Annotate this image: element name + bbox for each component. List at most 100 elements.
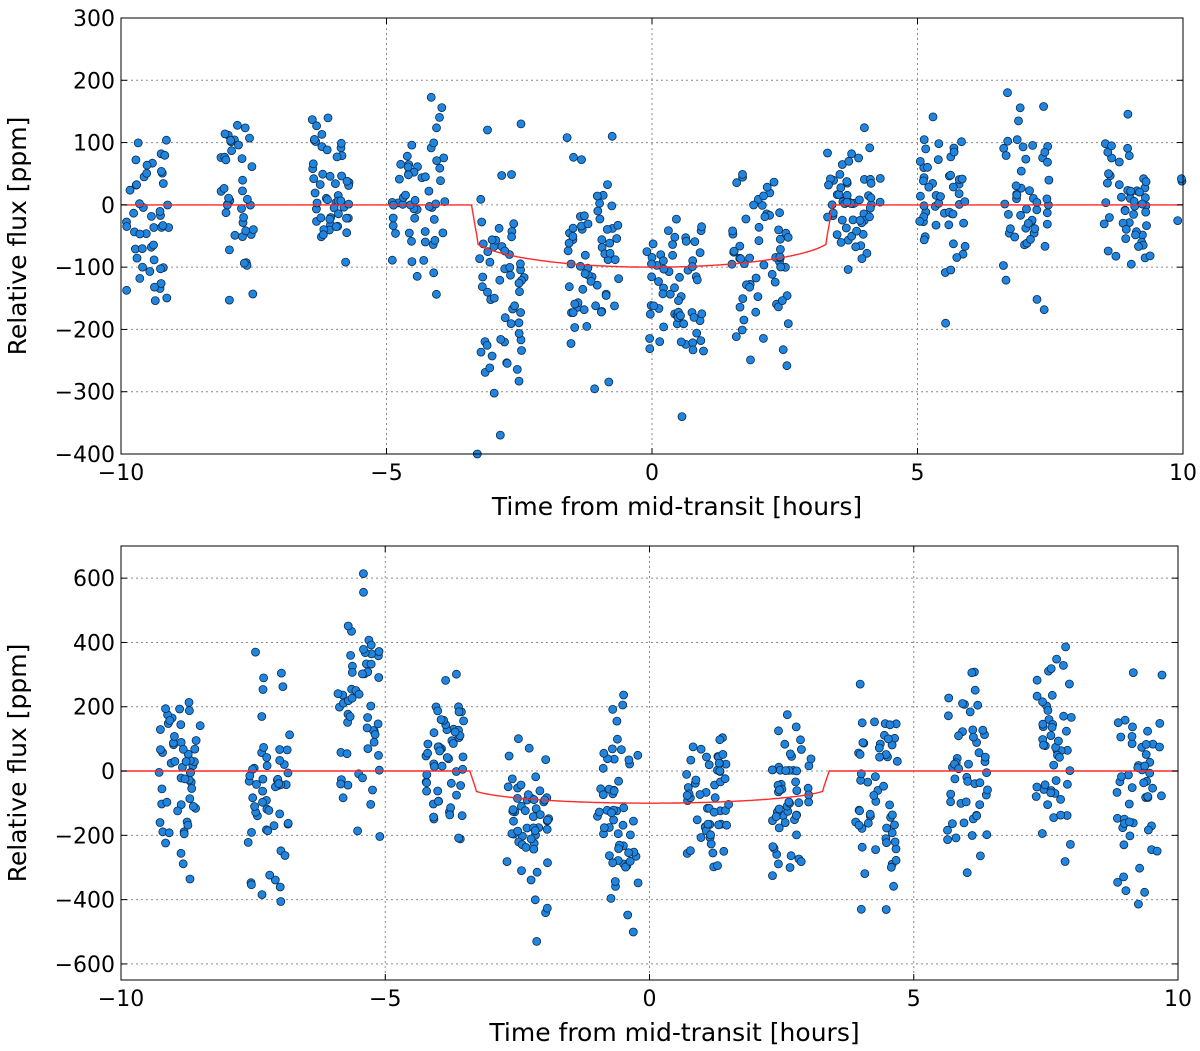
data-point — [623, 910, 633, 920]
data-point — [514, 734, 523, 744]
data-point — [342, 749, 352, 759]
data-point — [610, 877, 620, 886]
data-point — [702, 752, 711, 762]
data-point — [517, 346, 526, 355]
data-point — [851, 242, 861, 252]
data-point — [487, 351, 497, 361]
data-point — [359, 645, 368, 654]
data-point — [1046, 788, 1056, 798]
data-point — [579, 305, 589, 315]
data-point — [729, 246, 739, 256]
data-point — [1022, 204, 1031, 214]
data-point — [590, 384, 599, 394]
data-point — [892, 756, 902, 766]
data-point — [708, 848, 718, 858]
data-point — [759, 333, 768, 343]
data-point — [357, 669, 367, 679]
data-point — [568, 308, 578, 318]
data-point — [429, 138, 439, 148]
data-point — [675, 272, 684, 282]
data-point — [676, 337, 686, 347]
data-point — [855, 195, 864, 205]
data-point — [860, 869, 870, 878]
data-point — [347, 693, 357, 703]
data-point — [852, 226, 861, 236]
data-point — [964, 759, 973, 769]
data-point — [1052, 654, 1061, 664]
data-point — [1006, 224, 1015, 234]
data-point — [776, 244, 785, 254]
data-point — [696, 744, 706, 754]
data-point — [954, 731, 963, 741]
data-point — [1039, 305, 1049, 315]
data-point — [749, 200, 758, 210]
data-point — [1001, 275, 1011, 285]
data-point — [741, 214, 751, 224]
data-point — [342, 213, 351, 223]
data-point — [967, 668, 977, 678]
data-point — [607, 808, 616, 818]
data-point — [875, 173, 885, 183]
data-point — [521, 843, 531, 852]
data-point — [429, 268, 439, 278]
x-tick-label: −5 — [370, 461, 402, 486]
data-point — [593, 206, 603, 216]
data-point — [459, 716, 469, 726]
data-point — [265, 870, 275, 880]
data-point — [336, 779, 346, 789]
data-point — [142, 168, 152, 178]
x-axis-label: Time from mid-transit [hours] — [491, 492, 862, 521]
data-point — [310, 134, 319, 144]
data-point — [512, 364, 522, 374]
data-point — [165, 716, 175, 725]
data-point — [458, 764, 468, 774]
data-point — [735, 302, 745, 312]
data-point — [387, 255, 397, 265]
data-point — [1177, 174, 1186, 184]
data-point — [754, 236, 764, 246]
data-point — [595, 807, 604, 817]
data-point — [1128, 722, 1137, 732]
data-point — [928, 112, 938, 122]
data-point — [595, 214, 605, 224]
data-point — [150, 282, 159, 292]
data-point — [949, 147, 959, 157]
data-point — [542, 824, 552, 834]
data-point — [999, 261, 1008, 270]
data-point — [316, 213, 326, 223]
data-point — [835, 169, 845, 179]
data-point — [252, 780, 261, 789]
data-point — [823, 148, 832, 158]
data-point — [959, 818, 969, 828]
data-point — [972, 811, 982, 821]
data-point — [430, 235, 440, 245]
data-point — [336, 196, 346, 206]
x-tick-label: 0 — [643, 987, 657, 1012]
data-point — [628, 927, 638, 937]
data-point — [388, 213, 398, 223]
data-point — [485, 257, 495, 267]
data-point — [768, 871, 777, 880]
data-point — [227, 146, 237, 156]
data-point — [513, 826, 523, 836]
data-point — [496, 334, 506, 344]
data-point — [613, 220, 623, 230]
data-point — [317, 129, 327, 139]
data-point — [1103, 246, 1113, 256]
data-point — [863, 818, 873, 828]
data-point — [238, 175, 248, 185]
data-point — [759, 191, 768, 201]
data-point — [1031, 792, 1041, 801]
data-point — [870, 717, 879, 727]
data-point — [1015, 103, 1025, 113]
data-point — [424, 186, 434, 196]
data-point — [190, 744, 200, 754]
data-point — [343, 780, 353, 790]
data-point — [612, 234, 622, 243]
data-point — [915, 156, 925, 166]
data-point — [507, 232, 517, 242]
data-point — [724, 800, 733, 809]
data-point — [1003, 88, 1012, 98]
data-point — [696, 833, 706, 842]
data-point — [704, 760, 714, 770]
